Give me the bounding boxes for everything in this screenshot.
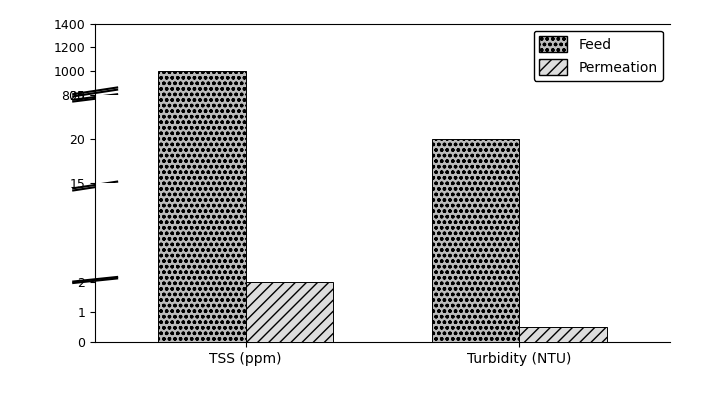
Bar	[158, 0, 245, 342]
Legend: Feed, Permeation: Feed, Permeation	[534, 31, 663, 81]
Bar	[520, 327, 607, 342]
Bar	[520, 310, 607, 314]
Bar	[245, 282, 333, 342]
Bar	[245, 297, 333, 314]
Bar	[431, 145, 520, 298]
Bar	[158, 0, 245, 298]
Bar	[431, 0, 520, 342]
Bar	[245, 282, 333, 298]
Bar	[431, 139, 520, 314]
Bar	[431, 188, 520, 191]
Bar	[520, 294, 607, 298]
Bar	[158, 72, 245, 191]
Bar	[158, 0, 245, 314]
